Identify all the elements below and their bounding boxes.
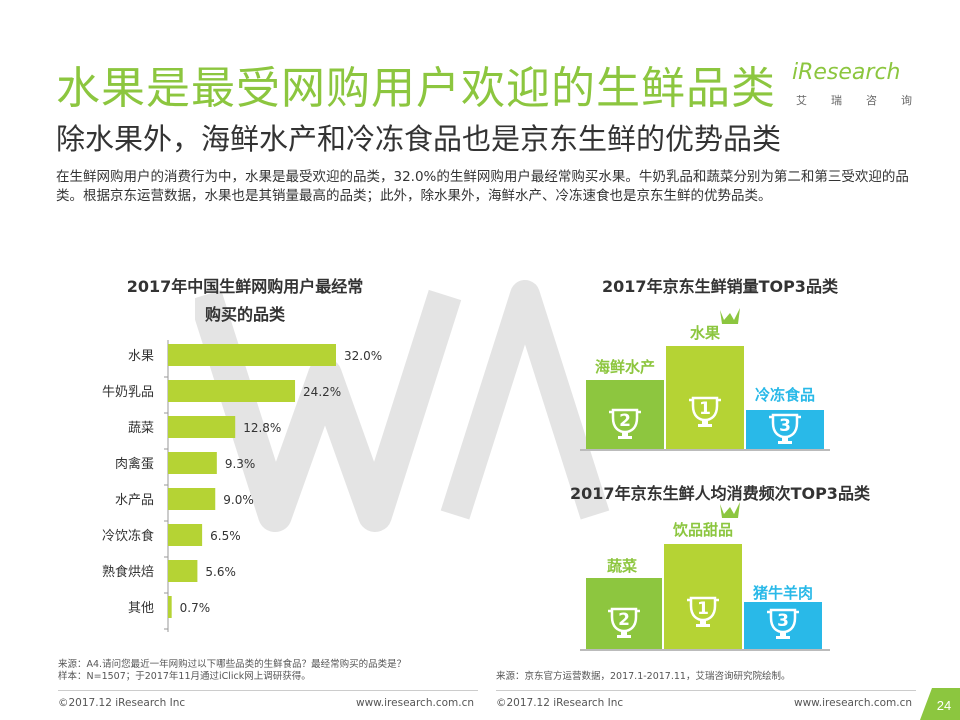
left-chart-title-line2: 购买的品类 xyxy=(204,305,285,324)
rank-number: 2 xyxy=(618,610,630,630)
sales-first-label: 水果 xyxy=(689,324,720,342)
trophy-icon: 2 xyxy=(609,408,641,439)
source-note-left-2: 样本：N=1507；于2017年11月通过iClick网上调研获得。 xyxy=(58,671,311,682)
freq-third-label: 猪牛羊肉 xyxy=(752,584,813,602)
page-title: 水果是最受网购用户欢迎的生鲜品类 xyxy=(56,63,776,114)
rank-number: 3 xyxy=(777,611,789,631)
footer-copyright: ©2017.12 iResearch Inc xyxy=(58,697,186,709)
source-note-right: 来源：京东官方运营数据，2017.1-2017.11，艾瑞咨询研究院绘制。 xyxy=(496,671,791,682)
value-label: 6.5% xyxy=(210,529,241,543)
category-label: 蔬菜 xyxy=(128,421,154,436)
top3-sales-title: 2017年京东生鲜销量TOP3品类 xyxy=(602,277,838,296)
value-label: 32.0% xyxy=(344,349,382,363)
logo-char: 咨 xyxy=(866,94,877,107)
rank-number: 1 xyxy=(697,599,709,619)
value-label: 9.3% xyxy=(225,457,256,471)
crown-icon xyxy=(720,308,740,324)
bar xyxy=(168,488,216,510)
bar xyxy=(168,524,203,546)
trophy-icon: 1 xyxy=(689,396,721,427)
footer-url: www.iresearch.com.cn xyxy=(356,697,475,709)
bar xyxy=(168,596,172,618)
bar-chart: 水果 32.0% 牛奶乳品 24.2% 蔬菜 12.8% 肉禽蛋 9.3% 水产品 9.0% 冷饮冻… xyxy=(102,340,382,632)
rank-number: 2 xyxy=(619,411,631,431)
value-label: 9.0% xyxy=(223,493,254,507)
value-label: 24.2% xyxy=(303,385,341,399)
intro-paragraph: 在生鲜网购用户的消费行为中，水果是最受欢迎的品类，32.0%的生鲜网购用户最经常… xyxy=(56,169,909,204)
freq-second-label: 蔬菜 xyxy=(606,557,637,575)
logo-subtitle: 艾 瑞 咨 询 xyxy=(796,92,912,108)
sales-third-label: 冷冻食品 xyxy=(754,386,815,404)
value-label: 12.8% xyxy=(243,421,281,435)
category-label: 肉禽蛋 xyxy=(115,456,154,472)
bar xyxy=(168,344,336,366)
freq-first-label: 饮品甜品 xyxy=(672,521,733,539)
crown-icon xyxy=(720,502,740,518)
footer-divider xyxy=(58,690,478,691)
category-label: 水产品 xyxy=(115,493,154,508)
logo-char: 询 xyxy=(901,94,912,107)
footer-url: www.iresearch.com.cn xyxy=(794,697,913,709)
rank-number: 1 xyxy=(699,399,711,419)
left-chart-title-line1: 2017年中国生鲜网购用户最经常 xyxy=(126,277,364,296)
rank-number: 3 xyxy=(779,416,791,436)
category-label: 牛奶乳品 xyxy=(102,385,154,400)
logo-char: 瑞 xyxy=(831,94,842,107)
bar xyxy=(168,416,236,438)
bar xyxy=(168,452,217,474)
footer-divider xyxy=(496,690,916,691)
top3-sales-podium: 2 1 3 xyxy=(580,308,830,451)
trophy-icon: 2 xyxy=(608,607,640,638)
page-number: 24 xyxy=(937,698,951,713)
category-label: 其他 xyxy=(128,601,154,616)
value-label: 0.7% xyxy=(180,601,211,615)
logo-char: 艾 xyxy=(796,94,807,107)
iresearch-logo: iResearch 艾 瑞 咨 询 xyxy=(792,60,912,110)
sales-second-label: 海鲜水产 xyxy=(594,358,655,376)
trophy-icon: 1 xyxy=(687,596,719,627)
bar xyxy=(168,380,296,402)
footer-copyright: ©2017.12 iResearch Inc xyxy=(496,697,624,709)
top3-freq-podium: 2 1 3 xyxy=(580,502,830,651)
trophy-icon: 3 xyxy=(767,608,799,639)
category-label: 熟食烘焙 xyxy=(102,564,154,580)
bar xyxy=(168,560,198,582)
source-note-left-1: 来源：A4.请问您最近一年网购过以下哪些品类的生鲜食品？最经常购买的品类是？ xyxy=(58,659,407,670)
value-label: 5.6% xyxy=(205,565,236,579)
logo-wordmark: iResearch xyxy=(792,60,901,85)
category-label: 水果 xyxy=(128,349,154,364)
category-label: 冷饮冻食 xyxy=(102,528,154,544)
top3-freq-title: 2017年京东生鲜人均消费频次TOP3品类 xyxy=(570,484,870,503)
page-number-badge: 24 xyxy=(920,688,960,720)
trophy-icon: 3 xyxy=(769,413,801,444)
page-subtitle: 除水果外，海鲜水产和冷冻食品也是京东生鲜的优势品类 xyxy=(56,122,782,156)
